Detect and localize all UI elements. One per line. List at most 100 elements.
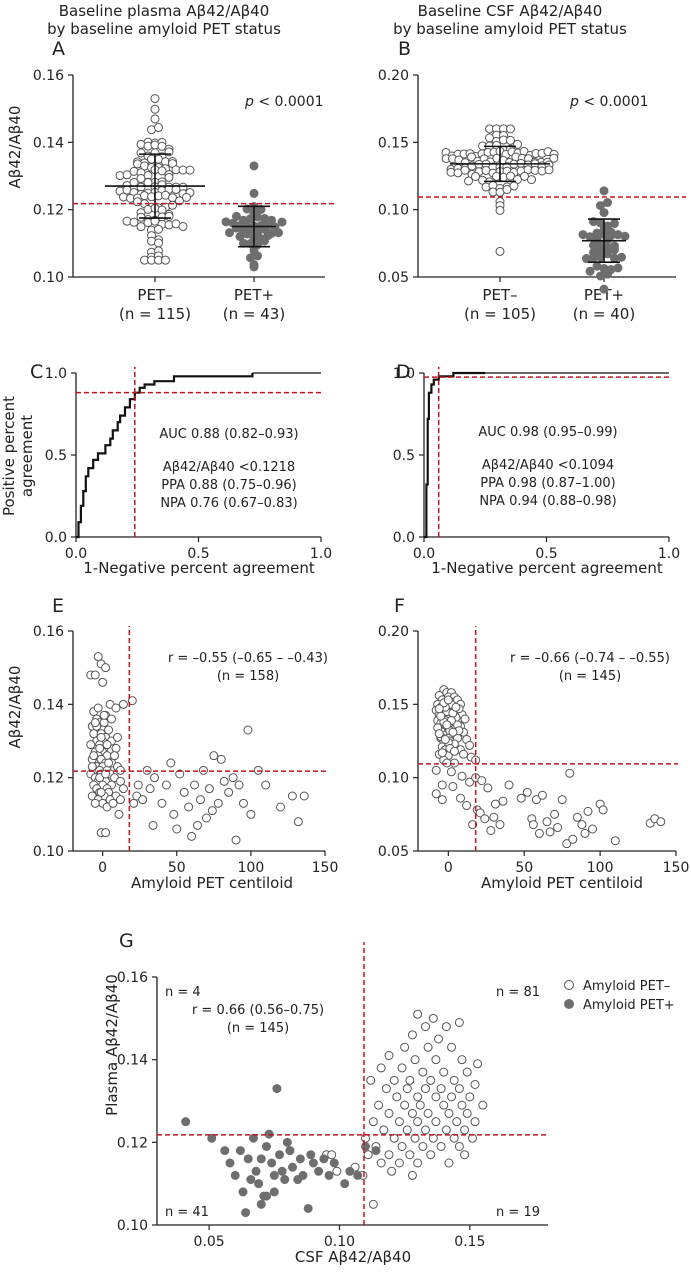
panel-d-auc: AUC 0.98 (0.95–0.99) — [478, 425, 617, 440]
panel-b-point-pet-positive — [585, 266, 595, 276]
panel-f-point — [431, 789, 441, 799]
panel-a-point-pet-negative — [154, 238, 163, 248]
panel-e-point — [213, 798, 223, 808]
panel-e-x-tick-label: 150 — [312, 860, 339, 876]
legend-label-pet-positive: Amyloid PET+ — [583, 998, 675, 1013]
panel-b-y-tick-label: 0.10 — [378, 203, 409, 219]
panel-g-point-pet-negative — [376, 1158, 386, 1168]
panel-g-y-tick-label: 0.12 — [117, 1135, 148, 1151]
panel-g-plasma-vs-csf: G Plasma Aβ42/Aβ40 CSF Aβ42/Aβ40 r = 0.6… — [103, 930, 675, 1266]
panel-f-point — [528, 820, 538, 830]
panel-g-point-pet-positive — [306, 1150, 316, 1160]
panel-b-marks: 0.05 0.10 0.15 0.20 — [378, 68, 686, 294]
panel-g-point-pet-positive — [298, 1170, 308, 1180]
panel-g-y-tick-label: 0.16 — [117, 970, 148, 986]
panel-f-point — [537, 790, 547, 800]
panel-g-point-pet-positive — [295, 1154, 305, 1164]
panel-f-point — [437, 795, 447, 805]
panel-f-x-tick-label: 150 — [663, 860, 690, 876]
panel-e-point — [166, 758, 176, 768]
panel-f-point — [495, 820, 505, 830]
panel-g-point-pet-negative — [447, 1042, 457, 1052]
panel-g-correlation: r = 0.66 (0.56–0.75) — [192, 1003, 324, 1018]
panel-f-point — [565, 768, 575, 778]
panel-d-x-tick-label: 1.0 — [658, 546, 680, 562]
panel-c-y-label-line2: agreement — [18, 415, 36, 497]
panel-e-point — [98, 677, 108, 687]
panel-f-point — [489, 812, 499, 822]
panel-a-point-pet-positive — [253, 251, 262, 261]
panel-c-auc: AUC 0.88 (0.82–0.93) — [159, 427, 298, 442]
panel-a-y-tick-label: 0.12 — [33, 203, 64, 219]
panel-g-count-bottom-right: n = 19 — [496, 1205, 540, 1220]
panel-e-point — [219, 776, 229, 786]
panel-a-y-tick-label: 0.16 — [33, 68, 64, 84]
panel-e-point — [112, 732, 122, 742]
panel-e-point — [238, 798, 248, 808]
panel-a-point-pet-negative — [122, 170, 132, 180]
panel-e-point — [90, 670, 100, 680]
panel-a-point-pet-negative — [161, 255, 170, 265]
panel-g-point-pet-negative — [420, 1125, 430, 1135]
panel-e-point — [299, 791, 309, 801]
panel-e-point — [276, 802, 286, 812]
panel-g-point-pet-negative — [397, 1063, 407, 1073]
panel-e-point — [96, 732, 106, 742]
panel-g-point-pet-positive — [256, 1154, 266, 1164]
panel-g-point-pet-negative — [384, 1051, 394, 1061]
panel-f-point — [436, 711, 446, 721]
panel-e-point — [231, 835, 241, 845]
panel-g-x-label: CSF Aβ42/Aβ40 — [295, 1248, 411, 1266]
panel-g-point-pet-positive — [238, 1187, 248, 1197]
panel-g-point-pet-negative — [473, 1059, 483, 1069]
panel-e-point — [234, 780, 244, 790]
panel-f-point — [553, 823, 563, 833]
panel-c-npa: NPA 0.76 (0.67–0.83) — [160, 496, 297, 511]
panel-g-point-pet-positive — [207, 1133, 217, 1143]
panel-g-point-pet-negative — [368, 1199, 378, 1209]
panel-e-point — [246, 809, 256, 819]
panel-a-point-pet-positive — [260, 236, 269, 246]
panel-g-point-pet-negative — [462, 1067, 472, 1077]
panel-e-point — [129, 798, 139, 808]
panel-g-point-pet-positive — [285, 1146, 295, 1156]
panel-g-point-pet-negative — [397, 1141, 407, 1151]
panel-f-point — [468, 820, 478, 830]
panel-e-point — [150, 773, 160, 783]
panel-b-point-pet-positive — [613, 263, 623, 273]
panel-g-point-pet-negative — [441, 1022, 451, 1032]
panel-c-y-tick-label: 0.0 — [45, 530, 67, 546]
panel-g-point-pet-negative — [405, 1075, 415, 1085]
panel-b-point-pet-negative — [502, 185, 512, 195]
panel-f-point — [534, 828, 544, 838]
panel-e-marks: 0.10 0.12 0.14 0.16 0 50 100 150 — [33, 624, 339, 876]
panel-e-point — [115, 776, 125, 786]
panel-a-point-pet-positive — [256, 204, 266, 214]
panel-a-point-pet-negative — [150, 104, 160, 114]
panel-g-point-pet-negative — [462, 1108, 472, 1118]
panel-a-point-pet-negative — [164, 172, 174, 182]
panel-f-point — [442, 720, 452, 730]
panel-f-point — [446, 767, 456, 777]
panel-f-point — [443, 695, 453, 705]
panel-f-point — [442, 758, 452, 768]
panel-f-point — [490, 799, 500, 809]
panel-e-y-tick-label: 0.12 — [33, 771, 64, 787]
panel-f-point — [448, 727, 458, 737]
panel-f-point — [448, 781, 458, 791]
panel-b-point-pet-positive — [617, 252, 626, 262]
panel-e-point — [90, 718, 100, 728]
panel-d-y-tick-label: 1.0 — [393, 366, 415, 382]
panel-a-point-pet-positive — [277, 217, 287, 227]
panel-g-point-pet-negative — [400, 1042, 410, 1052]
panel-e-point — [287, 791, 297, 801]
panel-g-point-pet-positive — [251, 1166, 261, 1176]
panel-e-plasma-vs-centiloid: E Aβ42/Aβ40 Amyloid PET centiloid r = –0… — [6, 595, 338, 892]
legend-marker-pet-positive — [564, 999, 574, 1009]
panel-g-point-pet-positive — [361, 1141, 371, 1151]
panel-g-point-pet-positive — [241, 1208, 251, 1218]
panel-g-point-pet-negative — [457, 1100, 467, 1110]
panel-a-point-pet-negative — [136, 222, 146, 232]
panel-e-point — [207, 806, 217, 816]
panel-e-point — [89, 729, 99, 739]
